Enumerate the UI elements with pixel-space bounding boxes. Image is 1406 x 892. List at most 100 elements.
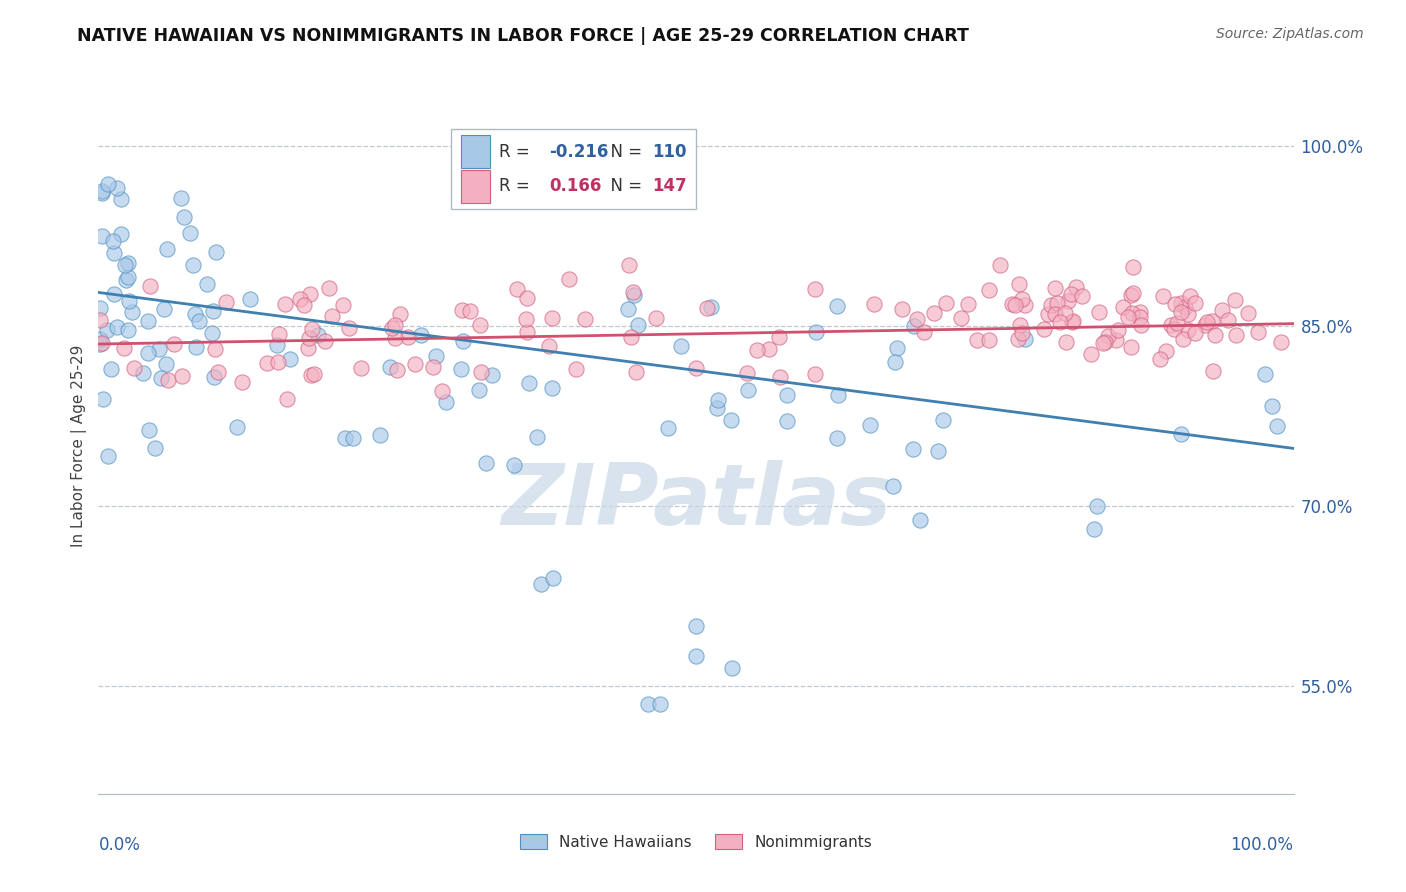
Point	[430, 384, 453, 399]
Point	[201, 326, 224, 340]
Point	[1094, 335, 1116, 350]
Point	[1112, 300, 1135, 314]
Text: ZIPatlas: ZIPatlas	[501, 460, 891, 543]
Point	[91, 228, 114, 243]
Point	[1174, 300, 1197, 314]
Point	[1070, 289, 1092, 303]
Point	[481, 368, 503, 382]
Point	[907, 311, 929, 326]
Y-axis label: In Labor Force | Age 25-29: In Labor Force | Age 25-29	[72, 345, 87, 547]
Point	[388, 307, 411, 321]
Point	[299, 368, 322, 382]
Point	[685, 648, 707, 663]
Point	[470, 365, 492, 379]
Point	[648, 697, 672, 711]
Point	[117, 256, 139, 270]
Point	[988, 258, 1011, 272]
Point	[114, 273, 136, 287]
Point	[1246, 326, 1268, 340]
Point	[530, 577, 553, 591]
Point	[977, 334, 1000, 348]
Point	[350, 361, 373, 376]
Point	[90, 186, 112, 200]
Point	[307, 327, 329, 342]
Point	[1177, 307, 1199, 321]
Point	[274, 297, 297, 311]
Point	[623, 288, 645, 302]
Point	[859, 417, 882, 432]
Point	[314, 334, 336, 348]
Point	[132, 367, 155, 381]
Point	[204, 342, 226, 356]
Point	[100, 361, 122, 376]
Point	[621, 285, 644, 299]
Point	[1004, 298, 1026, 312]
Text: NATIVE HAWAIIAN VS NONIMMIGRANTS IN LABOR FORCE | AGE 25-29 CORRELATION CHART: NATIVE HAWAIIAN VS NONIMMIGRANTS IN LABO…	[77, 27, 969, 45]
Point	[112, 341, 135, 355]
Point	[1225, 328, 1247, 343]
Point	[385, 363, 409, 377]
Point	[737, 383, 759, 397]
Point	[1054, 334, 1077, 349]
Point	[89, 312, 111, 326]
Point	[378, 360, 401, 375]
Point	[103, 246, 125, 260]
Point	[302, 367, 325, 381]
Point	[169, 191, 191, 205]
Point	[1171, 333, 1194, 347]
Point	[149, 371, 172, 385]
Point	[1122, 285, 1144, 300]
Point	[1267, 419, 1289, 434]
Point	[768, 329, 790, 343]
Point	[626, 365, 648, 379]
Text: 0.0%: 0.0%	[98, 836, 141, 854]
Point	[342, 432, 364, 446]
Point	[1163, 322, 1185, 336]
Point	[139, 279, 162, 293]
Point	[1014, 332, 1036, 346]
Point	[1149, 351, 1171, 366]
Point	[321, 309, 343, 323]
Point	[685, 361, 707, 376]
Point	[1119, 288, 1142, 302]
Point	[1011, 326, 1033, 341]
Point	[368, 428, 391, 442]
Point	[1049, 315, 1071, 329]
Point	[468, 383, 491, 397]
Point	[332, 298, 354, 312]
Point	[538, 339, 561, 353]
Point	[110, 227, 132, 241]
Point	[804, 282, 827, 296]
Point	[276, 392, 298, 406]
Point	[468, 318, 491, 332]
Point	[541, 571, 564, 585]
Point	[502, 458, 524, 473]
Point	[700, 301, 723, 315]
Point	[1204, 327, 1226, 342]
Point	[804, 367, 827, 381]
Point	[434, 395, 457, 409]
Point	[696, 301, 718, 315]
Point	[1194, 318, 1216, 333]
Point	[117, 323, 139, 337]
Point	[458, 304, 481, 318]
Point	[450, 361, 472, 376]
Point	[1170, 427, 1192, 442]
Point	[1116, 310, 1139, 324]
Text: -0.216: -0.216	[548, 143, 609, 161]
Point	[103, 287, 125, 301]
Point	[298, 330, 321, 344]
Point	[1007, 277, 1029, 292]
Point	[1223, 293, 1246, 307]
Point	[214, 294, 236, 309]
Point	[1080, 347, 1102, 361]
Point	[1121, 306, 1143, 320]
Point	[1261, 399, 1284, 413]
FancyBboxPatch shape	[461, 169, 491, 203]
Point	[453, 334, 475, 348]
Point	[1059, 286, 1081, 301]
Point	[1010, 318, 1032, 333]
Point	[156, 242, 179, 256]
Point	[956, 297, 979, 311]
Point	[644, 310, 666, 325]
